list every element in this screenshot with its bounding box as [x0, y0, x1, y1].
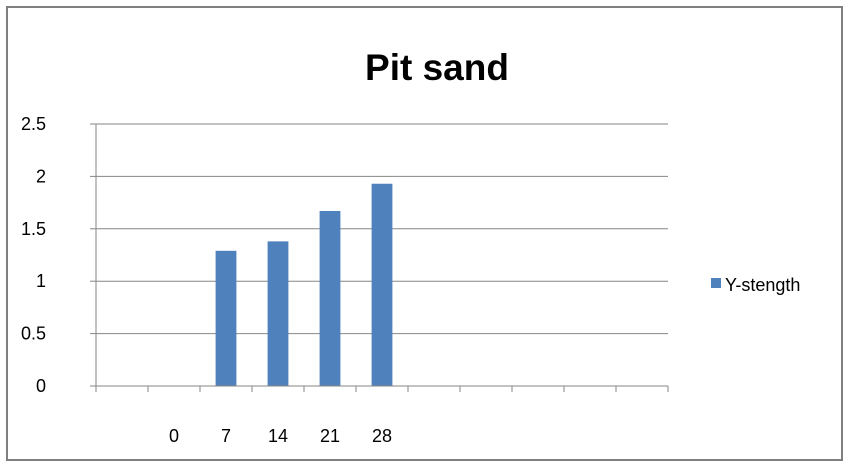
- legend: Y-stength: [711, 275, 800, 295]
- legend-label: Y-stength: [725, 275, 800, 295]
- bar: [267, 241, 289, 386]
- y-tick-label: 1.5: [21, 219, 46, 239]
- legend-swatch: [711, 278, 721, 288]
- y-tick-label: 1: [36, 271, 46, 291]
- chart-title: Pit sand: [365, 47, 509, 88]
- x-tick-label: 0: [169, 426, 179, 446]
- x-tick-label: 21: [320, 426, 340, 446]
- bars: [215, 183, 393, 386]
- axes: [95, 124, 669, 392]
- bar: [319, 210, 341, 386]
- y-tick-labels: 0 0.5 1 1.5 2 2.5: [21, 114, 46, 396]
- bar: [215, 250, 237, 386]
- y-tick-label: 2: [36, 166, 46, 186]
- x-tick-labels: 0 7 14 21 28: [169, 426, 392, 446]
- y-tick-label: 0: [36, 376, 46, 396]
- chart-frame: [6, 6, 843, 461]
- x-tick-label: 28: [372, 426, 392, 446]
- bar: [371, 183, 393, 386]
- y-tick-label: 0.5: [21, 324, 46, 344]
- x-tick-label: 7: [221, 426, 231, 446]
- y-tick-label: 2.5: [21, 114, 46, 134]
- x-tick-label: 14: [268, 426, 288, 446]
